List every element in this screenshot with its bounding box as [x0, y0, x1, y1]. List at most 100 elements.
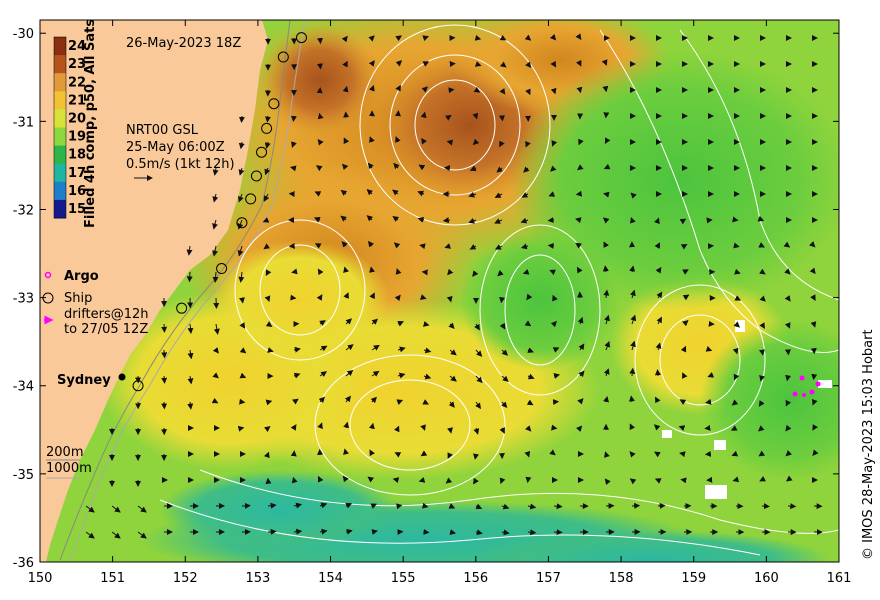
- current-arrow: [501, 349, 509, 356]
- current-arrow: [393, 425, 400, 433]
- current-arrow: [343, 292, 349, 299]
- current-arrow: [499, 140, 505, 148]
- current-arrow: [239, 372, 247, 379]
- current-arrow: [575, 59, 582, 67]
- current-arrow: [733, 242, 740, 249]
- current-arrow: [394, 452, 402, 458]
- current-arrow: [317, 112, 324, 120]
- colorbar-segment: [54, 73, 66, 92]
- current-arrow: [319, 371, 328, 378]
- current-arrow: [678, 425, 686, 431]
- current-arrow: [474, 323, 480, 331]
- current-arrow: [475, 529, 483, 536]
- current-arrow: [472, 112, 479, 120]
- current-arrow: [395, 35, 402, 42]
- current-arrow: [705, 398, 712, 405]
- current-arrow: [445, 114, 452, 121]
- ship-position: [245, 193, 257, 205]
- current-arrow: [318, 396, 325, 404]
- current-arrow: [809, 241, 816, 248]
- current-arrow: [656, 316, 662, 325]
- current-arrow: [604, 451, 610, 458]
- current-arrow: [395, 503, 403, 510]
- current-arrow: [758, 400, 765, 407]
- current-arrow: [501, 375, 509, 382]
- current-arrow: [525, 425, 532, 432]
- current-arrow: [85, 505, 95, 513]
- ship-position: [268, 98, 280, 110]
- current-arrow: [419, 294, 427, 300]
- current-arrow: [501, 401, 508, 409]
- current-arrow: [267, 528, 277, 535]
- current-arrow: [345, 344, 354, 351]
- current-arrow: [449, 375, 457, 382]
- current-arrow: [680, 243, 688, 250]
- current-arrow: [575, 217, 582, 224]
- gsl-label: NRT00 GSL: [126, 123, 199, 138]
- current-arrow: [368, 60, 375, 67]
- current-arrow: [393, 162, 400, 170]
- current-arrow: [602, 217, 610, 224]
- x-tick-label: 152: [173, 571, 198, 586]
- current-arrow: [343, 266, 349, 274]
- current-arrow: [679, 399, 687, 405]
- x-tick-label: 151: [100, 571, 125, 586]
- current-arrow: [211, 397, 219, 404]
- colorbar-tick-label: 20: [68, 111, 86, 126]
- current-arrow: [290, 424, 297, 431]
- current-arrow: [629, 451, 636, 458]
- ship-position: [277, 51, 289, 63]
- current-arrow: [449, 349, 457, 356]
- current-arrow: [526, 399, 534, 406]
- current-arrow: [371, 318, 379, 325]
- current-arrow: [446, 139, 454, 146]
- current-arrow: [263, 193, 270, 202]
- current-arrow: [397, 321, 404, 327]
- current-arrow: [604, 340, 611, 351]
- current-arrow: [525, 61, 532, 68]
- current-arrow: [370, 503, 378, 509]
- current-arrow: [475, 401, 482, 410]
- current-arrow: [421, 86, 428, 93]
- current-arrow: [784, 295, 791, 302]
- x-tick-label: 157: [536, 571, 561, 586]
- current-arrow: [475, 503, 483, 510]
- colorbar-tick-label: 21: [68, 93, 86, 108]
- current-arrow: [549, 33, 557, 41]
- current-arrow: [474, 34, 482, 41]
- current-arrow: [525, 88, 531, 96]
- current-arrow: [343, 421, 350, 429]
- current-arrow: [811, 398, 818, 406]
- current-arrow: [422, 399, 430, 405]
- current-arrow: [548, 191, 556, 197]
- ship-legend-icon: [42, 292, 54, 304]
- current-arrow: [370, 396, 377, 404]
- current-arrow: [212, 271, 219, 283]
- current-arrow: [758, 242, 765, 248]
- bathy-1000m-label: 1000m: [46, 461, 92, 476]
- current-arrow: [604, 137, 611, 145]
- current-arrow: [473, 86, 481, 93]
- current-arrow: [576, 266, 583, 274]
- drifter-legend-label-2: to 27/05 12Z: [64, 322, 148, 337]
- current-arrow: [392, 216, 399, 222]
- current-arrow: [340, 189, 348, 196]
- current-arrow: [810, 294, 816, 301]
- colorbar-segment: [54, 127, 66, 147]
- current-arrow: [547, 242, 555, 249]
- current-arrow: [137, 505, 147, 513]
- colorbar-segment: [54, 145, 66, 165]
- current-arrow: [367, 240, 375, 248]
- current-arrow: [654, 478, 662, 484]
- y-tick-label: -31: [13, 115, 34, 130]
- current-arrow: [526, 293, 533, 301]
- current-arrow: [732, 476, 740, 483]
- current-arrow: [499, 34, 507, 41]
- current-arrow: [237, 245, 244, 257]
- current-arrow: [682, 294, 690, 301]
- current-arrow: [319, 320, 326, 326]
- current-arrow: [550, 60, 557, 68]
- current-arrow: [293, 528, 303, 535]
- current-arrow: [263, 243, 271, 250]
- current-arrow: [707, 372, 715, 378]
